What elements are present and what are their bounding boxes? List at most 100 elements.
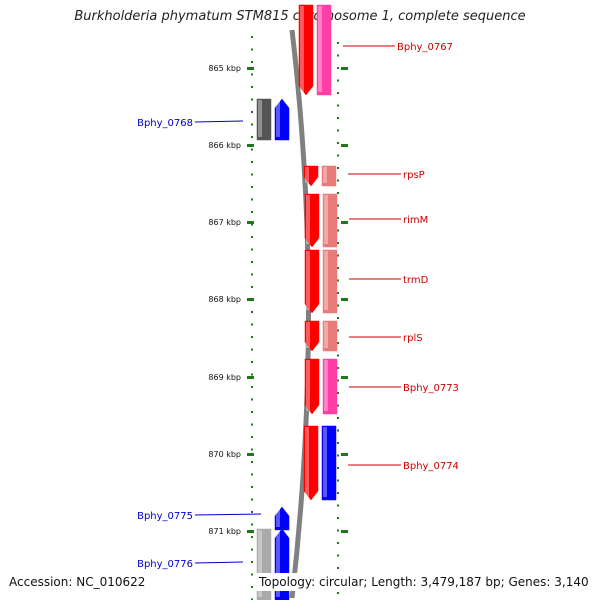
scale-ticks: 865 kbp 866 kbp 867 kbp 868 kbp 869 kbp 870 k… [208,64,348,536]
gene-bphy_0768-feature[interactable] [256,98,290,141]
gene-label[interactable]: Bphy_0774 [403,461,459,472]
major-tick [341,530,348,533]
major-tick [247,376,254,379]
scale-label: 871 kbp [208,527,241,536]
gene-label[interactable]: rpsP [403,170,425,181]
major-tick [247,530,254,533]
gene-label[interactable]: rplS [403,333,423,344]
gene-bphy_0775-feature[interactable] [274,506,290,531]
gene-bphy_0773-feature[interactable] [304,358,338,415]
scale-label: 869 kbp [208,373,241,382]
major-tick [341,376,348,379]
track-dot [251,248,253,251]
gene-label[interactable]: Bphy_0773 [403,383,459,394]
track-dots [251,36,339,600]
track-dot [337,317,339,319]
gene-block [322,320,338,352]
gene-highlight [323,427,327,497]
track-dot [337,42,339,44]
track-dot [251,236,253,238]
gene-block [321,165,337,187]
track-dot [251,461,253,463]
gene-highlight [306,322,310,348]
gene-label[interactable]: Bphy_0768 [137,118,193,129]
major-tick [341,453,348,456]
gene-highlight [258,100,262,137]
track-dot [337,379,339,382]
track-dot [251,486,253,488]
gene-highlight [276,100,280,137]
major-tick [341,67,348,70]
major-tick [247,67,254,70]
track-dot [251,123,253,126]
gene-label[interactable]: Bphy_0767 [397,42,453,53]
track-dot [337,517,339,519]
label-leader [194,120,244,123]
track-dot [337,342,339,344]
track-dot [251,398,253,401]
gene-trmd-feature[interactable] [304,249,338,314]
genome-info: Topology: circular; Length: 3,479,187 bp… [256,573,592,591]
gene-bphy_0767-feature[interactable] [298,4,332,96]
track-dot [337,92,339,94]
gene-highlight [300,6,304,92]
track-dot [337,142,339,144]
track-dot [251,136,253,138]
scale-label: 870 kbp [208,450,241,459]
gene-rimm-feature[interactable] [304,193,338,248]
track-dot [251,273,253,276]
track-dot [251,561,253,563]
track-dot [337,367,339,369]
gene-label[interactable]: rimM [403,215,428,226]
track-dot [337,179,339,182]
gene-block [304,193,320,248]
track-dot [251,373,253,376]
gene-block [303,165,319,187]
track-dot [337,442,339,444]
gene-label[interactable]: Bphy_0775 [137,511,193,522]
gene-highlight [276,508,280,527]
track-dot [251,186,253,188]
track-dot [251,73,253,76]
track-dot [251,148,253,151]
track-dot [251,536,253,538]
gene-block [303,425,319,501]
gene-block [304,358,320,415]
track-dot [251,161,253,163]
gene-label[interactable]: trmD [403,275,429,286]
gene-block [322,193,338,248]
track-dot [251,36,253,38]
track-dot [251,436,253,438]
gene-block [298,4,314,96]
gene-rpls-feature[interactable] [304,320,338,352]
major-tick [341,144,348,147]
track-dot [337,292,339,294]
major-tick [247,298,254,301]
gene-highlight [318,6,322,92]
track-dot [251,598,253,600]
track-dot [337,429,339,432]
gene-block [304,320,320,352]
track-dot [251,211,253,213]
track-dot [337,417,339,419]
track-dot [251,98,253,101]
major-tick [341,298,348,301]
accession-label: Accession: NC_010622 [6,573,149,591]
gene-rpsp-feature[interactable] [303,165,337,187]
gene-labels: Bphy_0767 Bphy_0768 rpsP rimM trmD rplS Bphy_0… [137,42,459,570]
track-dot [251,286,253,288]
label-leader [194,513,262,516]
track-dot [251,348,253,351]
gene-block [274,98,290,141]
scale-label: 867 kbp [208,218,241,227]
track-dot [251,386,253,388]
track-dot [337,117,339,119]
gene-label[interactable]: Bphy_0776 [137,559,193,570]
track-dot [337,354,339,357]
track-dot [251,48,253,51]
track-dot [337,529,339,532]
gene-highlight [276,530,280,597]
gene-bphy_0774-feature[interactable] [303,425,337,501]
major-tick [341,221,348,224]
track-dot [337,67,339,69]
